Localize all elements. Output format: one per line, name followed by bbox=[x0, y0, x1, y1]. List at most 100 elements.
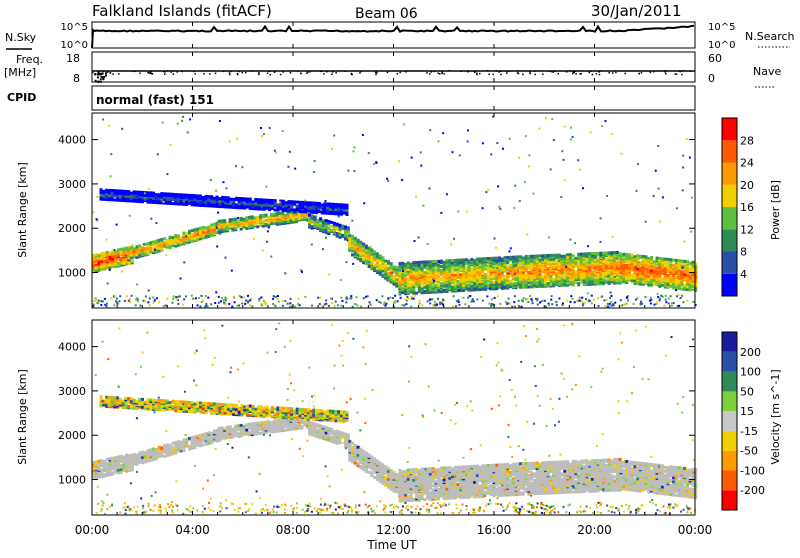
power-cell bbox=[594, 279, 597, 282]
power-cell bbox=[106, 254, 109, 257]
power-cell bbox=[566, 261, 569, 264]
nave-point bbox=[535, 74, 537, 76]
power-cell bbox=[116, 189, 119, 192]
vel-cell bbox=[210, 432, 213, 435]
power-cell bbox=[122, 190, 125, 193]
vel-cell bbox=[163, 444, 166, 447]
vel-cell bbox=[106, 462, 109, 465]
power-cell bbox=[298, 215, 301, 218]
power-noise bbox=[166, 173, 168, 175]
power-cell bbox=[418, 281, 421, 284]
vel-cell bbox=[207, 435, 210, 438]
power-noise bbox=[506, 303, 508, 305]
power-cell bbox=[180, 203, 183, 206]
power-cell bbox=[185, 200, 188, 203]
power-cell bbox=[465, 274, 468, 277]
power-noise bbox=[560, 196, 562, 198]
power-cell bbox=[519, 266, 522, 269]
nave-point bbox=[517, 70, 519, 72]
power-noise bbox=[676, 207, 678, 209]
power-ylabel: Slant Range [km] bbox=[16, 162, 29, 258]
power-cell bbox=[530, 265, 533, 268]
power-cell bbox=[120, 252, 123, 255]
power-noise bbox=[100, 300, 102, 302]
power-cell bbox=[658, 272, 661, 275]
power-cell bbox=[415, 266, 418, 269]
power-cell bbox=[290, 200, 293, 203]
power-noise bbox=[422, 205, 424, 207]
power-noise bbox=[403, 123, 405, 125]
power-cell bbox=[399, 271, 402, 274]
power-noise bbox=[637, 163, 639, 165]
power-cell bbox=[229, 225, 232, 228]
power-cell bbox=[608, 255, 611, 258]
power-cell bbox=[343, 204, 346, 207]
nave-tick-top: 60 bbox=[708, 52, 722, 65]
nave-point bbox=[345, 71, 347, 73]
power-cell bbox=[158, 239, 161, 242]
power-cell bbox=[672, 264, 675, 267]
power-cell bbox=[501, 283, 504, 286]
power-noise bbox=[290, 298, 292, 300]
power-cell bbox=[675, 276, 678, 279]
velocity-heatmap bbox=[92, 323, 697, 515]
power-cell bbox=[133, 250, 136, 253]
vel-cell bbox=[171, 451, 174, 454]
power-cell bbox=[470, 285, 473, 288]
nave-point bbox=[566, 71, 568, 73]
power-cell bbox=[376, 252, 379, 255]
power-cell bbox=[108, 194, 111, 197]
power-cell bbox=[504, 285, 507, 288]
power-cell bbox=[465, 258, 468, 261]
power-cell bbox=[633, 279, 636, 282]
power-cell bbox=[533, 255, 536, 258]
power-cell bbox=[493, 281, 496, 284]
power-cell bbox=[669, 258, 672, 261]
power-noise bbox=[319, 297, 321, 299]
vel-cell bbox=[194, 435, 197, 438]
power-noise bbox=[369, 303, 371, 305]
nave-point bbox=[97, 76, 99, 78]
power-cell bbox=[202, 196, 205, 199]
power-cell bbox=[234, 223, 237, 226]
power-cell bbox=[308, 214, 311, 217]
power-cell bbox=[191, 229, 194, 232]
power-cell bbox=[254, 198, 257, 201]
vel-cell bbox=[111, 457, 114, 460]
power-noise bbox=[588, 299, 590, 301]
power-cell bbox=[276, 203, 279, 206]
power-cell bbox=[465, 278, 468, 281]
power-noise bbox=[289, 151, 291, 153]
power-noise bbox=[215, 291, 217, 293]
power-cell bbox=[522, 278, 525, 281]
power-cell bbox=[147, 242, 150, 245]
power-cell bbox=[525, 274, 528, 277]
power-noise bbox=[511, 306, 513, 308]
power-noise bbox=[263, 300, 265, 302]
power-cell bbox=[692, 261, 695, 264]
power-noise bbox=[261, 297, 263, 299]
power-noise bbox=[298, 298, 300, 300]
power-cell bbox=[594, 267, 597, 270]
power-noise bbox=[181, 120, 183, 122]
power-noise bbox=[497, 295, 499, 297]
power-cell bbox=[102, 190, 105, 193]
power-noise bbox=[405, 303, 407, 305]
nave-point bbox=[429, 73, 431, 75]
power-cell bbox=[365, 245, 368, 248]
power-noise bbox=[597, 255, 599, 257]
power-cell bbox=[166, 239, 169, 242]
power-noise bbox=[636, 190, 638, 192]
power-cell bbox=[683, 284, 686, 287]
power-cell bbox=[223, 227, 226, 230]
power-noise bbox=[429, 188, 431, 190]
power-noise bbox=[96, 196, 98, 198]
power-noise bbox=[562, 302, 564, 304]
power-noise bbox=[205, 303, 207, 305]
power-noise bbox=[239, 295, 241, 297]
power-cell bbox=[440, 277, 443, 280]
power-cell bbox=[234, 227, 237, 230]
power-cell bbox=[501, 276, 504, 279]
power-noise bbox=[325, 299, 327, 301]
power-noise bbox=[429, 129, 431, 131]
